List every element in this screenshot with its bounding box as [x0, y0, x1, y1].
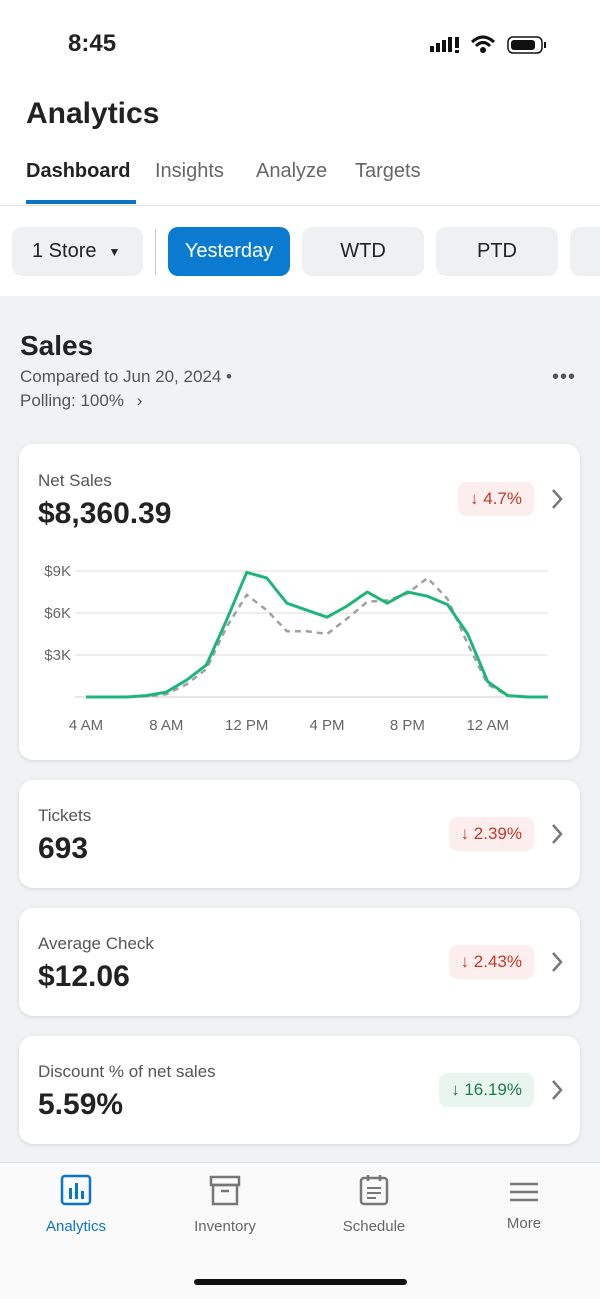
- store-select[interactable]: 1 Store ▼: [12, 227, 143, 276]
- metric-label: Net Sales: [38, 471, 112, 490]
- chevron-path: [552, 824, 563, 844]
- metric-label: Tickets: [38, 806, 92, 825]
- tab-bar: [0, 1162, 600, 1299]
- metric-card[interactable]: Tickets 693 ↓ 2.39%: [19, 780, 580, 888]
- more-menu[interactable]: •••: [552, 366, 577, 388]
- period[interactable]: WTD: [302, 227, 424, 276]
- chevron-path: [552, 1080, 563, 1100]
- x-tick-label: 12 PM: [225, 717, 268, 734]
- chevron: [552, 489, 563, 509]
- period[interactable]: [570, 227, 600, 276]
- caret: ▼: [108, 244, 121, 259]
- metric-value: $12.06: [38, 960, 130, 993]
- metric-card[interactable]: Average Check $12.06 ↓ 2.43%: [19, 908, 580, 1016]
- change-badge: ↓ 2.43%: [448, 945, 534, 979]
- x-tick-label: 4 AM: [69, 717, 103, 734]
- schedule-icon: [359, 1175, 389, 1206]
- metric-card[interactable]: Discount % of net sales 5.59% ↓ 16.19%: [19, 1036, 580, 1144]
- tab[interactable]: Dashboard: [26, 160, 131, 182]
- nav-item[interactable]: Analytics: [45, 1218, 107, 1235]
- tab-indicator: [26, 200, 136, 204]
- analytics-icon: [60, 1174, 92, 1206]
- x-tick-label: 8 AM: [149, 717, 183, 734]
- status-icons: [430, 35, 546, 54]
- polling[interactable]: Polling: 100% ›: [20, 391, 143, 410]
- chevron-path: [552, 952, 563, 972]
- store-label: 1 Store: [32, 240, 97, 262]
- inventory-icon: [209, 1175, 241, 1206]
- change-badge: ↓ 16.19%: [439, 1073, 534, 1107]
- sales-chart: $3K $6K $9K 4 AM 8 AM 12 PM 4 PM 8 PM 12 AM: [44, 563, 548, 734]
- divider: [155, 229, 156, 275]
- tab[interactable]: Analyze: [256, 160, 328, 182]
- change-badge: ↓ 4.7%: [458, 482, 534, 516]
- nav-item[interactable]: Inventory: [194, 1218, 256, 1235]
- metric-label: Discount % of net sales: [38, 1062, 216, 1081]
- chevron: [552, 1080, 563, 1100]
- compared: Compared to Jun 20, 2024 •: [20, 367, 232, 386]
- y-tick-label: $6K: [44, 605, 71, 622]
- metric-value: 693: [38, 832, 89, 865]
- net-sales-card[interactable]: Net Sales $8,360.39 ↓ 4.7%: [19, 444, 580, 760]
- y-tick-label: $3K: [44, 647, 71, 664]
- period[interactable]: Yesterday: [168, 227, 290, 276]
- section-title: Sales: [20, 330, 94, 361]
- metric-label: Average Check: [38, 934, 154, 953]
- tab[interactable]: Targets: [355, 160, 421, 182]
- page-title: Analytics: [26, 97, 160, 130]
- x-tick-label: 8 PM: [390, 717, 425, 734]
- tab[interactable]: Insights: [155, 160, 224, 182]
- chevron: [552, 952, 563, 972]
- metric-value: $8,360.39: [38, 497, 172, 530]
- divider: [0, 205, 600, 206]
- period[interactable]: PTD: [436, 227, 558, 276]
- y-tick-label: $9K: [44, 563, 71, 580]
- clock: 8:45: [68, 30, 117, 57]
- nav-item[interactable]: More: [506, 1215, 542, 1232]
- chevron: [552, 824, 563, 844]
- change-badge: ↓ 2.39%: [448, 817, 534, 851]
- series-line: [86, 576, 548, 699]
- x-tick-label: 12 AM: [466, 717, 509, 734]
- metric-value: 5.59%: [38, 1088, 124, 1121]
- more-icon: [510, 1182, 538, 1202]
- home-indicator: [194, 1279, 407, 1285]
- x-tick-label: 4 PM: [310, 717, 345, 734]
- series-line: [86, 570, 548, 699]
- nav-item[interactable]: Schedule: [342, 1218, 406, 1235]
- polling-text: Polling: 100%: [20, 391, 124, 410]
